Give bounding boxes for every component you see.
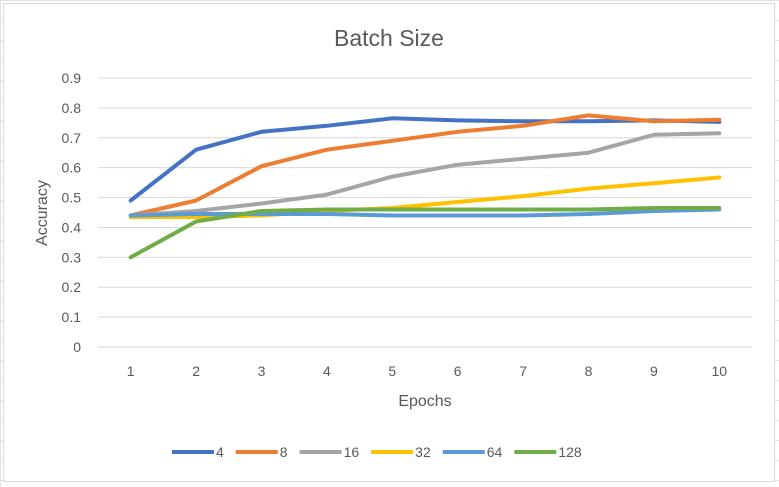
series-line-16[interactable] [128,131,722,218]
y-axis-label: Accuracy [34,180,51,246]
y-tick-label: 0.7 [62,130,82,146]
legend-label-4: 4 [216,444,224,460]
legend-label-32: 32 [415,444,431,460]
series-line-4[interactable] [128,116,722,203]
y-tick-label: 0.6 [62,160,82,176]
y-tick-label: 0.2 [62,279,82,295]
y-tick-label: 0.4 [62,219,82,235]
x-tick-label: 1 [127,363,135,379]
x-tick-label: 3 [258,363,266,379]
y-tick-label: 0.9 [62,70,82,86]
legend-label-128: 128 [558,444,582,460]
x-tick-label: 2 [192,363,200,379]
x-tick-label: 10 [712,363,728,379]
sheet-column-line [0,0,1,487]
legend-label-8: 8 [280,444,288,460]
y-tick-label: 0.8 [62,100,82,116]
x-axis-ticks: 1 2 3 4 5 6 7 8 9 10 [127,363,727,379]
legend-label-64: 64 [487,444,503,460]
x-tick-label: 7 [519,363,527,379]
x-tick-label: 5 [388,363,396,379]
legend-label-16: 16 [344,444,360,460]
y-axis-ticks: 0 0.1 0.2 0.3 0.4 0.5 0.6 0.7 0.8 0.9 [62,70,82,355]
y-tick-label: 0.1 [62,309,82,325]
chart-gridlines [98,77,752,348]
x-axis-label: Epochs [398,393,451,410]
y-tick-label: 0 [73,339,81,355]
y-tick-label: 0.3 [62,249,82,265]
series-line-128[interactable] [128,206,722,260]
series-lines [128,113,722,260]
chart-title: Batch Size [334,25,444,51]
y-tick-label: 0.5 [62,190,82,206]
chart-area[interactable] [3,3,775,482]
x-tick-label: 9 [650,363,658,379]
x-tick-label: 6 [454,363,462,379]
legend: 4 8 16 32 64 128 [172,444,582,460]
sheet-row-line [0,0,779,1]
x-tick-label: 8 [585,363,593,379]
series-line-64[interactable] [128,207,722,218]
x-tick-label: 4 [323,363,331,379]
series-line-8[interactable] [128,113,722,218]
